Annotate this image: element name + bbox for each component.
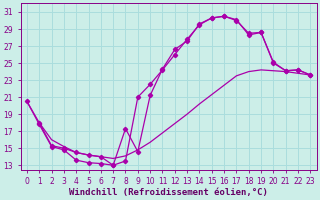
- X-axis label: Windchill (Refroidissement éolien,°C): Windchill (Refroidissement éolien,°C): [69, 188, 268, 197]
